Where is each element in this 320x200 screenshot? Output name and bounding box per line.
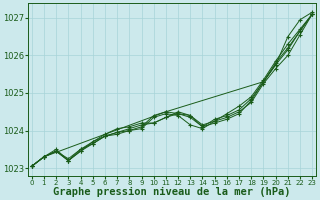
X-axis label: Graphe pression niveau de la mer (hPa): Graphe pression niveau de la mer (hPa) — [53, 187, 291, 197]
